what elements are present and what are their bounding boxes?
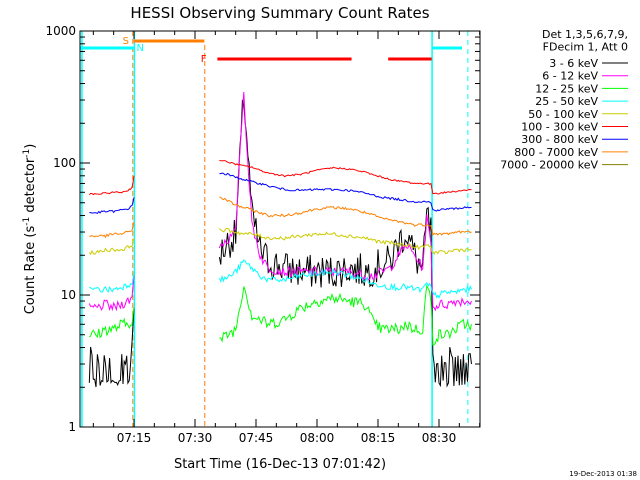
- series-line-1: [88, 275, 135, 312]
- x-tick-label: 07:45: [239, 431, 274, 445]
- series-line-2: [89, 307, 135, 339]
- series-line-4: [219, 227, 472, 256]
- series-line-0: [218, 99, 472, 388]
- x-tick-label: 08:30: [422, 431, 457, 445]
- saa-flag-label: S: [123, 36, 129, 47]
- x-tick-label: 07:30: [178, 431, 213, 445]
- x-axis-label: Start Time (16-Dec-13 07:01:42): [174, 457, 386, 472]
- y-tick-label: 10: [61, 288, 76, 302]
- series-line-5: [88, 175, 135, 196]
- series-line-5: [219, 159, 472, 195]
- legend-entry-label: 25 - 50 keV: [535, 95, 598, 108]
- y-axis-label: Count Rate (s-1 detector-1): [22, 144, 38, 315]
- legend-entry-label: 800 - 7000 keV: [514, 146, 598, 159]
- series-line-6: [89, 197, 135, 215]
- legend-entry-label: 12 - 25 keV: [535, 82, 598, 95]
- timestamp: 19-Dec-2013 01:38: [569, 470, 637, 478]
- series-line-6: [219, 172, 472, 212]
- flare-flag-label: F: [201, 54, 207, 65]
- legend-header: FDecim 1, Att 0: [543, 41, 628, 54]
- series-line-3: [89, 271, 135, 293]
- series-line-0: [88, 307, 135, 388]
- series-line-1: [218, 91, 472, 312]
- series-line-7: [89, 221, 135, 239]
- x-tick-label: 07:15: [117, 431, 152, 445]
- series-line-7: [219, 196, 472, 237]
- plot-frame: [79, 30, 481, 428]
- legend-entry-label: 100 - 300 keV: [521, 121, 598, 134]
- night-flag-label: N: [136, 43, 143, 54]
- legend-entry-label: 3 - 6 keV: [549, 57, 598, 70]
- legend-entry-label: 7000 - 20000 keV: [500, 159, 598, 172]
- y-tick-label: 1: [68, 420, 76, 434]
- chart-title: HESSI Observing Summary Count Rates: [130, 4, 429, 22]
- y-tick-label: 1000: [45, 24, 76, 38]
- legend-header: Det 1,3,5,6,7,9,: [542, 28, 628, 41]
- legend-entry-label: 50 - 100 keV: [528, 108, 598, 121]
- series-line-3: [218, 259, 472, 299]
- y-tick-label: 100: [53, 156, 76, 170]
- series-line-4: [88, 237, 135, 256]
- x-tick-label: 08:00: [300, 431, 335, 445]
- legend-entry-label: 300 - 800 keV: [521, 133, 598, 146]
- legend-entry-label: 6 - 12 keV: [542, 70, 598, 83]
- legend: Det 1,3,5,6,7,9,FDecim 1, Att 0 3 - 6 keV…: [500, 28, 628, 172]
- x-tick-label: 08:15: [361, 431, 396, 445]
- series-line-2: [219, 284, 472, 346]
